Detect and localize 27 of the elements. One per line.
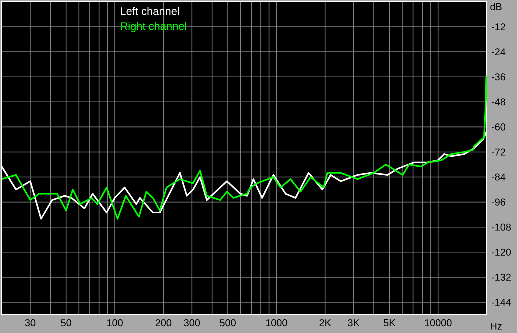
y-tick-label: -36 — [492, 74, 506, 81]
x-tick-label: 3K — [348, 320, 360, 327]
y-tick-label: -72 — [492, 148, 506, 156]
x-tick-label: 100 — [107, 320, 123, 327]
y-tick-label: -48 — [492, 98, 506, 106]
x-tick-label: 200 — [156, 320, 172, 327]
y-tick-label: -84 — [492, 174, 506, 181]
x-tick-label: 5K — [384, 320, 396, 326]
y-tick-label: -12 — [492, 24, 506, 31]
text: Left channel — [121, 7, 180, 16]
x-tick-label: 50 — [61, 320, 72, 327]
y-tick-label: -60 — [492, 124, 506, 131]
y-tick-label: -132 — [492, 274, 511, 281]
x-tick-label: 300 — [184, 320, 200, 327]
text: Right channel — [121, 22, 186, 32]
y-tick-label: -120 — [492, 248, 512, 256]
y-tick-label: -96 — [492, 198, 506, 206]
x-tick-label: 2K — [320, 320, 332, 326]
y-tick-label: -24 — [492, 48, 506, 56]
x-tick-label: 10000 — [425, 320, 452, 327]
x-tick-label: 30 — [25, 320, 36, 327]
y-tick-label: -108 — [492, 224, 512, 231]
x-tick-label: 500 — [220, 320, 236, 327]
x-tick-label: 1000 — [266, 320, 288, 327]
x-axis-title: Hz — [491, 322, 502, 330]
y-tick-label: -144 — [492, 299, 512, 306]
y-axis-title: dB — [490, 3, 502, 11]
